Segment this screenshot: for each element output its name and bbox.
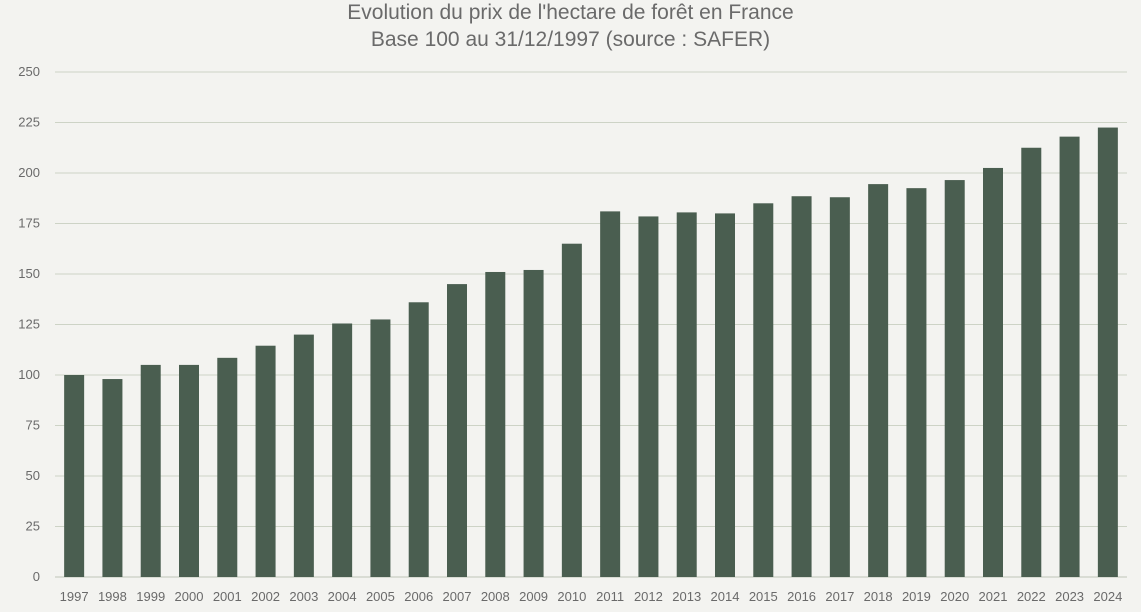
bar-2005 bbox=[370, 319, 391, 577]
x-tick-label-2007: 2007 bbox=[443, 589, 472, 604]
x-tick-label-2013: 2013 bbox=[672, 589, 701, 604]
y-tick-label-225: 225 bbox=[18, 115, 40, 130]
y-tick-label-100: 100 bbox=[18, 367, 40, 382]
y-tick-label-250: 250 bbox=[18, 64, 40, 79]
y-tick-label-50: 50 bbox=[26, 468, 40, 483]
bar-1997 bbox=[64, 375, 85, 577]
x-tick-label-2010: 2010 bbox=[557, 589, 586, 604]
bar-2020 bbox=[944, 180, 965, 577]
x-tick-label-2015: 2015 bbox=[749, 589, 778, 604]
x-tick-label-2008: 2008 bbox=[481, 589, 510, 604]
bar-2011 bbox=[600, 211, 621, 577]
bar-2008 bbox=[485, 271, 506, 577]
bar-2018 bbox=[868, 184, 889, 578]
x-tick-label-2005: 2005 bbox=[366, 589, 395, 604]
bar-1998 bbox=[102, 379, 123, 577]
bar-2006 bbox=[408, 302, 429, 577]
x-tick-label-2001: 2001 bbox=[213, 589, 242, 604]
y-tick-label-150: 150 bbox=[18, 266, 40, 281]
bar-2009 bbox=[523, 269, 544, 577]
bar-2014 bbox=[715, 213, 735, 577]
bar-2017 bbox=[829, 197, 850, 578]
bar-2004 bbox=[332, 323, 353, 577]
x-tick-label-2024: 2024 bbox=[1093, 589, 1122, 604]
bar-2002 bbox=[255, 345, 276, 577]
bar-2021 bbox=[983, 167, 1003, 577]
x-tick-label-1999: 1999 bbox=[136, 589, 165, 604]
x-tick-label-2018: 2018 bbox=[864, 589, 893, 604]
x-tick-label-2020: 2020 bbox=[940, 589, 969, 604]
bar-2023 bbox=[1059, 136, 1080, 577]
x-tick-label-2022: 2022 bbox=[1017, 589, 1046, 604]
x-tick-label-2004: 2004 bbox=[328, 589, 357, 604]
bar-2010 bbox=[561, 243, 582, 577]
y-tick-label-125: 125 bbox=[18, 317, 40, 332]
y-axis-ticks: 0 25 50 75 100 125 150 175 200 225 250 bbox=[18, 64, 40, 584]
gridlines bbox=[55, 71, 1127, 578]
x-tick-label-2000: 2000 bbox=[175, 589, 204, 604]
bar-2022 bbox=[1021, 147, 1042, 577]
y-tick-label-0: 0 bbox=[33, 569, 40, 584]
bar-2024 bbox=[1097, 127, 1118, 578]
x-tick-label-2016: 2016 bbox=[787, 589, 816, 604]
x-tick-label-2017: 2017 bbox=[825, 589, 854, 604]
y-tick-label-200: 200 bbox=[18, 165, 40, 180]
x-tick-label-2023: 2023 bbox=[1055, 589, 1084, 604]
bar-1999 bbox=[140, 364, 161, 577]
x-tick-label-2002: 2002 bbox=[251, 589, 280, 604]
bar-2013 bbox=[676, 212, 697, 577]
bar-2001 bbox=[217, 357, 238, 577]
bars bbox=[64, 127, 1118, 578]
chart-subtitle: Base 100 au 31/12/1997 (source : SAFER) bbox=[370, 28, 771, 51]
bar-2016 bbox=[791, 196, 812, 578]
bar-2015 bbox=[753, 203, 774, 578]
bar-2012 bbox=[638, 216, 659, 577]
bar-2000 bbox=[179, 364, 199, 577]
x-tick-label-2012: 2012 bbox=[634, 589, 663, 604]
x-tick-label-2009: 2009 bbox=[519, 589, 548, 604]
x-tick-label-2006: 2006 bbox=[404, 589, 433, 604]
x-axis-ticks: 1997 1998 1999 2000 2001 2002 2003 2004 2005 2006… bbox=[60, 589, 1123, 604]
x-tick-label-1997: 1997 bbox=[60, 589, 89, 604]
x-tick-label-2003: 2003 bbox=[289, 589, 318, 604]
x-tick-label-1998: 1998 bbox=[98, 589, 127, 604]
x-tick-label-2011: 2011 bbox=[596, 589, 624, 604]
x-tick-label-2021: 2021 bbox=[979, 589, 1008, 604]
chart-title: Evolution du prix de l'hectare de forêt … bbox=[347, 1, 794, 24]
bar-2007 bbox=[447, 284, 467, 577]
x-tick-label-2014: 2014 bbox=[711, 589, 740, 604]
y-tick-label-25: 25 bbox=[26, 519, 40, 534]
x-tick-label-2019: 2019 bbox=[902, 589, 931, 604]
y-tick-label-75: 75 bbox=[26, 418, 40, 433]
bar-2003 bbox=[293, 334, 314, 577]
bar-2019 bbox=[906, 188, 927, 577]
y-tick-label-175: 175 bbox=[18, 216, 40, 231]
